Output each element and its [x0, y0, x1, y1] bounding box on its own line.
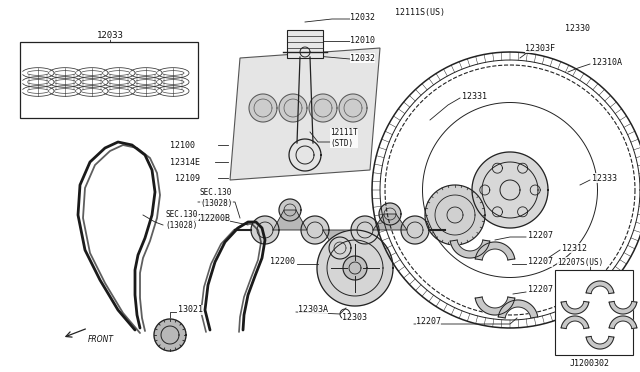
Polygon shape [279, 94, 307, 122]
Polygon shape [472, 152, 548, 228]
Text: 12310A: 12310A [592, 58, 622, 67]
Polygon shape [379, 203, 401, 225]
Text: 12303F: 12303F [525, 44, 555, 52]
Text: 12032: 12032 [350, 54, 375, 62]
Polygon shape [561, 301, 589, 314]
Text: 12111T
(STD): 12111T (STD) [330, 128, 358, 148]
Polygon shape [317, 230, 393, 306]
Text: 12207: 12207 [416, 317, 441, 327]
Text: 12010: 12010 [350, 35, 375, 45]
Polygon shape [476, 242, 515, 260]
Polygon shape [301, 216, 329, 244]
Polygon shape [323, 230, 357, 248]
Polygon shape [373, 214, 407, 230]
Text: 12033: 12033 [97, 31, 124, 39]
Polygon shape [401, 216, 429, 244]
Text: 12314E: 12314E [170, 157, 200, 167]
Text: 12303: 12303 [342, 314, 367, 323]
Text: 12109: 12109 [175, 173, 200, 183]
Polygon shape [339, 94, 367, 122]
Text: 12207: 12207 [528, 231, 553, 240]
Text: 12200B: 12200B [188, 214, 218, 222]
Text: 12333: 12333 [592, 173, 617, 183]
Text: 12111S(US): 12111S(US) [395, 7, 445, 16]
Text: 12100: 12100 [170, 141, 195, 150]
Polygon shape [425, 185, 485, 245]
Text: 12330: 12330 [565, 23, 590, 32]
Polygon shape [609, 301, 637, 314]
Polygon shape [154, 319, 186, 351]
Text: SEC.130
(13028): SEC.130 (13028) [165, 210, 197, 230]
Text: 12200: 12200 [270, 257, 295, 266]
Text: 12312: 12312 [562, 244, 587, 253]
Text: 12207S(US): 12207S(US) [557, 257, 604, 266]
Polygon shape [230, 48, 380, 180]
Text: 13021: 13021 [178, 305, 203, 314]
Polygon shape [586, 281, 614, 294]
Text: 12207: 12207 [528, 257, 553, 266]
Polygon shape [476, 297, 515, 315]
Polygon shape [499, 300, 538, 318]
Polygon shape [273, 210, 307, 230]
Bar [555, 270, 633, 355]
Text: FRONT: FRONT [88, 336, 114, 344]
Polygon shape [309, 94, 337, 122]
Text: 12303A: 12303A [298, 305, 328, 314]
Polygon shape [279, 199, 301, 221]
Polygon shape [343, 256, 367, 280]
Text: 12032: 12032 [350, 13, 375, 22]
Polygon shape [451, 240, 490, 258]
Polygon shape [561, 316, 589, 328]
Text: 12200B: 12200B [200, 214, 230, 222]
Polygon shape [251, 216, 279, 244]
Polygon shape [586, 336, 614, 349]
Bar [20, 42, 198, 118]
Text: 12207: 12207 [528, 285, 553, 295]
Polygon shape [351, 216, 379, 244]
Text: 12331: 12331 [462, 92, 487, 100]
Polygon shape [609, 316, 637, 328]
Bar [287, 30, 323, 58]
Text: SEC.130
(13028): SEC.130 (13028) [200, 188, 232, 208]
Text: J1200302: J1200302 [570, 359, 610, 368]
Polygon shape [249, 94, 277, 122]
Polygon shape [329, 237, 351, 259]
